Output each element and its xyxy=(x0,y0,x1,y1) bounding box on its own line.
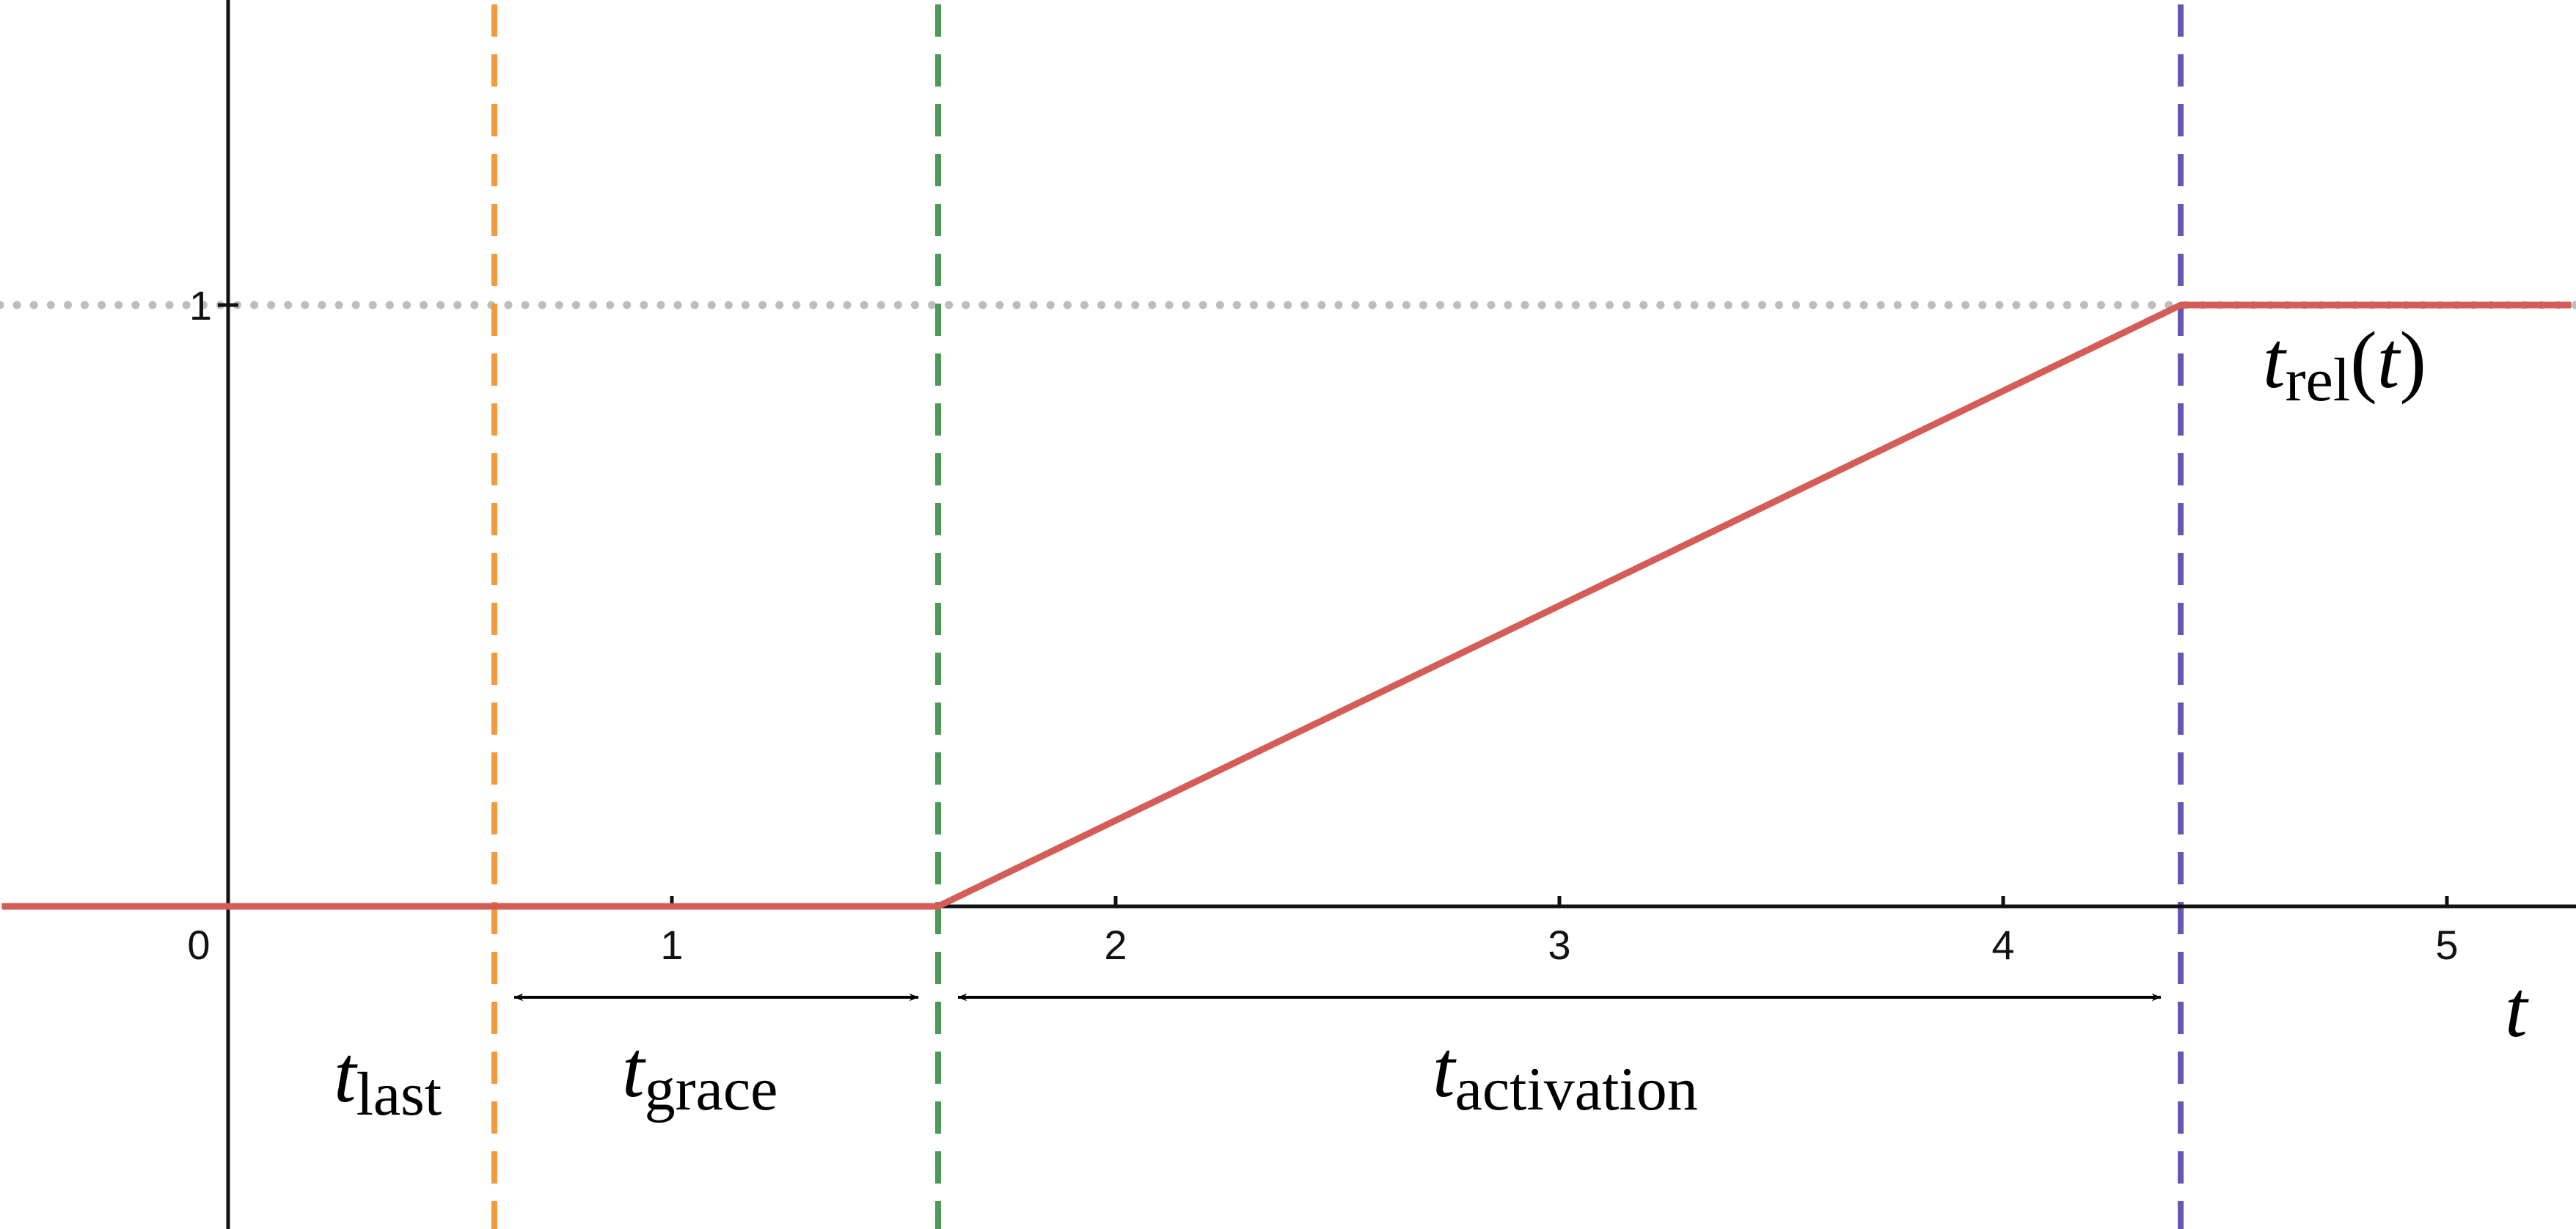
label-t-rel: trel(t) xyxy=(2263,315,2426,414)
series-line-t-rel xyxy=(1,301,2572,910)
x-tick-label: 5 xyxy=(2435,922,2458,968)
x-ticks: 0 1 2 3 4 5 xyxy=(187,896,2459,968)
y-tick-label: 1 xyxy=(189,282,212,329)
x-axis-label: t xyxy=(2505,964,2529,1054)
label-t-activation: tactivation xyxy=(1432,1024,1698,1123)
x-tick-label: 3 xyxy=(1548,922,1570,968)
x-tick-label: 2 xyxy=(1104,922,1127,968)
label-t-grace: tgrace xyxy=(622,1024,777,1123)
y-ticks: 1 xyxy=(189,282,238,329)
x-tick-label: 0 xyxy=(187,922,210,968)
reference-lines xyxy=(0,4,2576,1229)
x-tick-label: 4 xyxy=(1991,922,2014,968)
x-tick-label: 1 xyxy=(660,922,683,968)
label-t-last: tlast xyxy=(334,1030,442,1129)
